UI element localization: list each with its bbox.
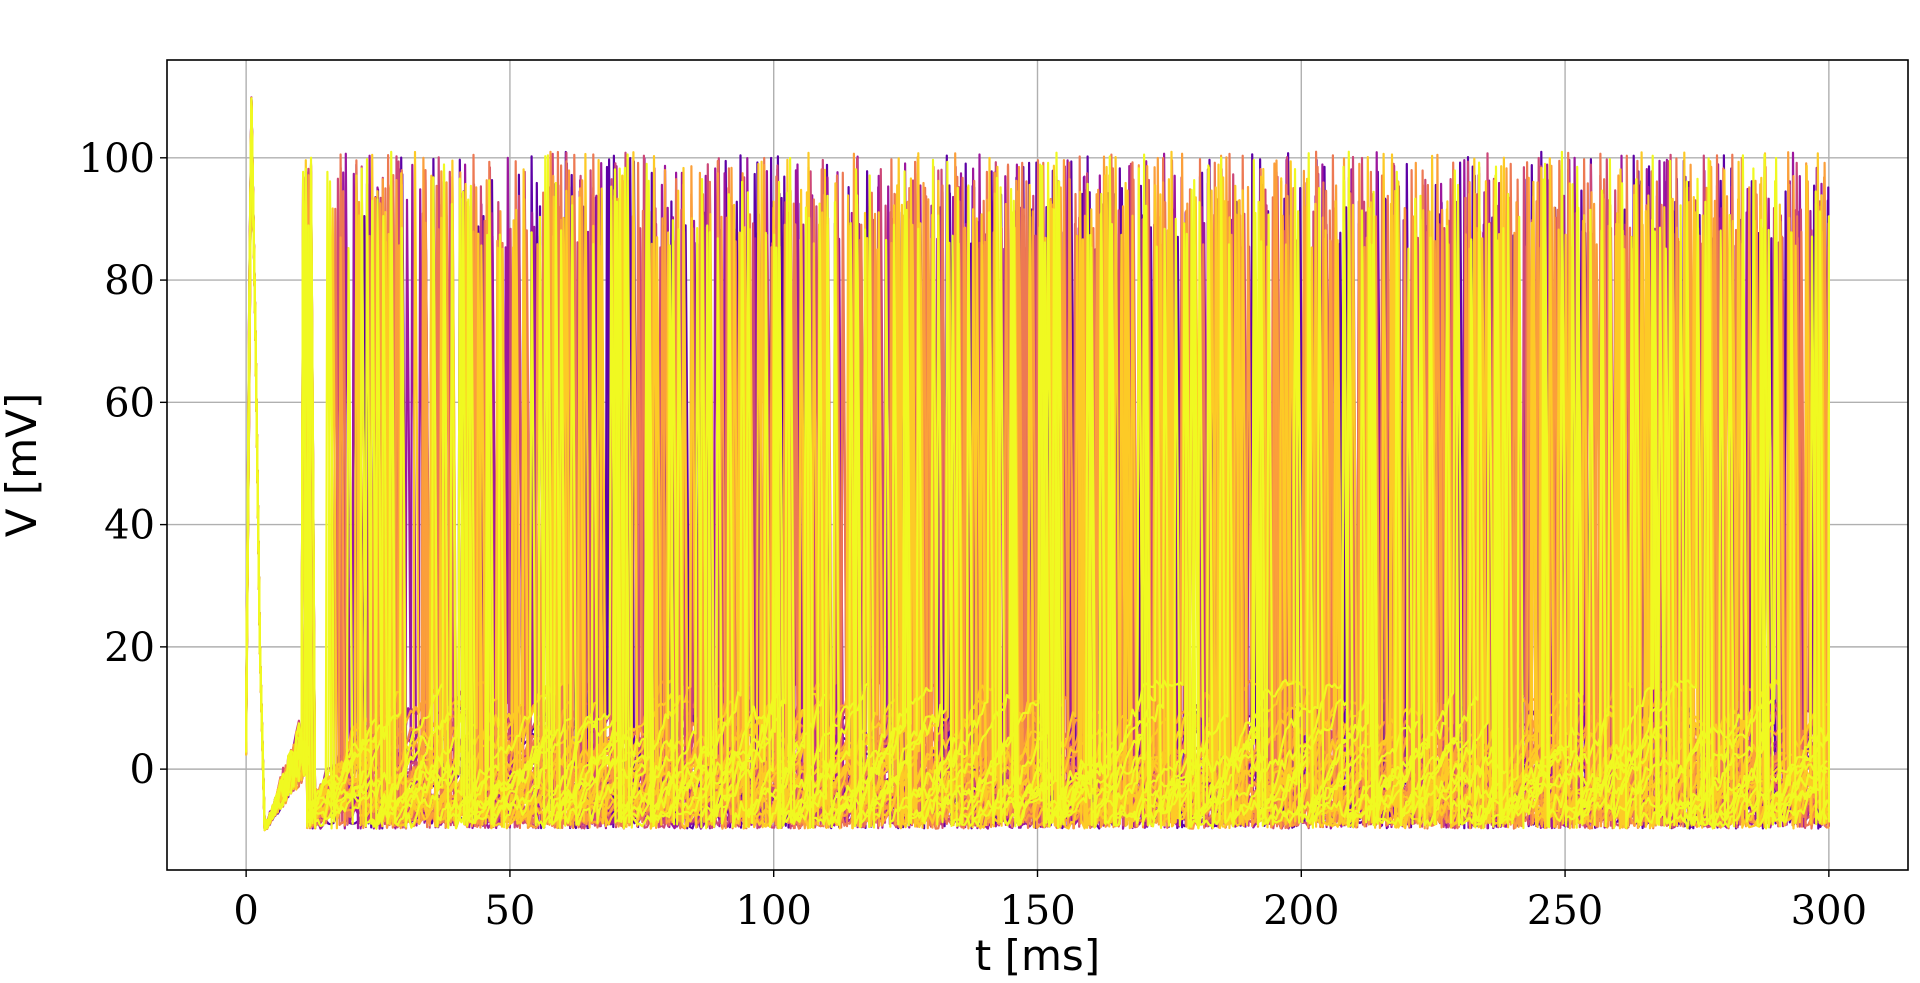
x-tick-label: 250	[1527, 888, 1603, 934]
y-tick-label: 0	[130, 747, 155, 793]
voltage-trace	[245, 97, 1828, 830]
voltage-trace	[245, 107, 1828, 831]
voltage-trace	[245, 106, 1829, 829]
x-axis-label: t [ms]	[975, 931, 1100, 980]
voltage-trace	[245, 104, 1830, 830]
y-tick-label: 40	[104, 503, 155, 549]
y-axis-label: V [mV]	[0, 393, 46, 538]
x-tick-label: 50	[484, 888, 535, 934]
x-tick-label: 300	[1791, 888, 1867, 934]
trace-series	[245, 96, 1830, 832]
y-tick-label: 80	[104, 258, 155, 304]
y-tick-label: 20	[104, 625, 155, 671]
y-axis-ticks: 0 20 40 60 80 100	[79, 136, 167, 793]
y-tick-label: 60	[104, 380, 155, 426]
x-tick-label: 200	[1263, 888, 1339, 934]
x-tick-label: 150	[999, 888, 1075, 934]
x-tick-label: 0	[233, 888, 258, 934]
y-tick-label: 100	[79, 136, 155, 182]
x-axis-ticks: 0 50 100 150 200 250 300	[233, 870, 1867, 934]
x-tick-label: 100	[736, 888, 812, 934]
